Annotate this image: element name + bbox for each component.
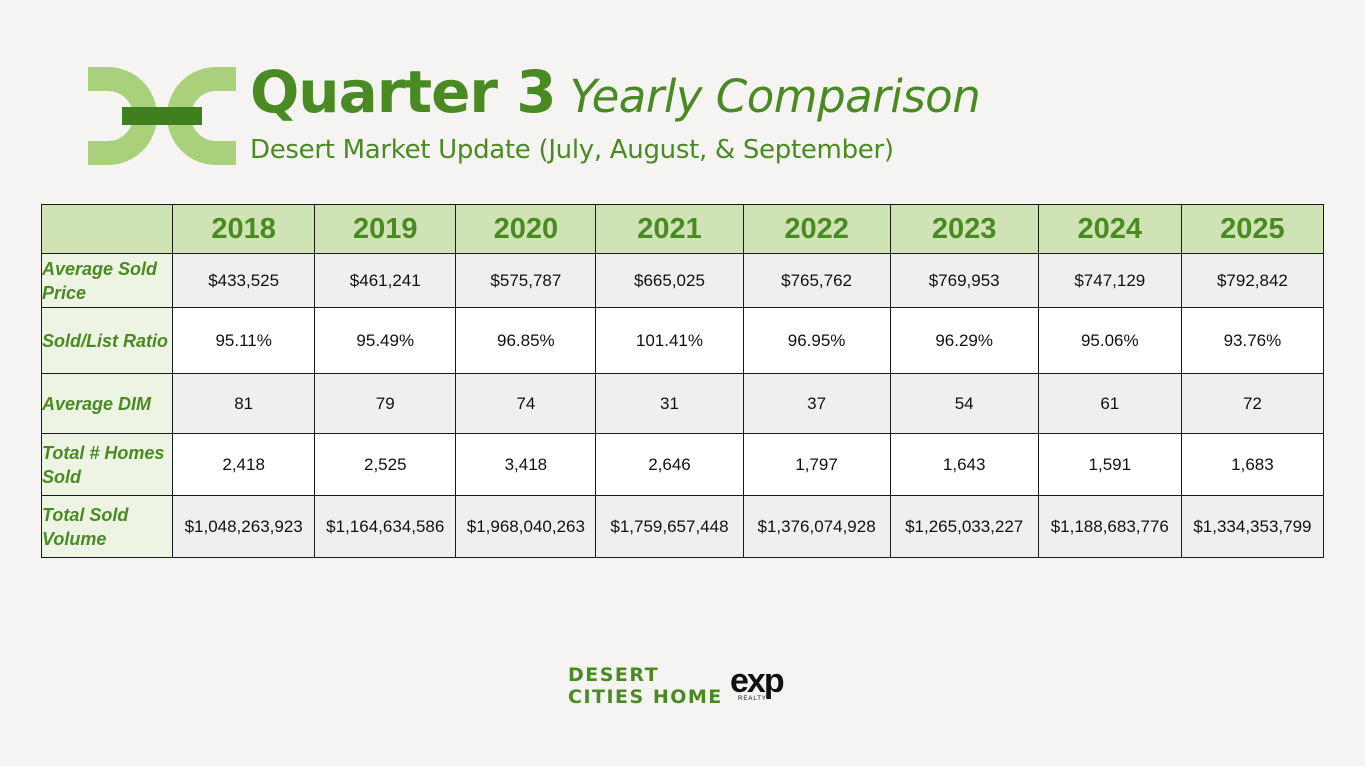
row-label: Sold/List Ratio [40,307,174,374]
row-label: Average DIM [40,373,174,434]
page-title: Quarter 3 Yearly Comparison [250,58,981,126]
table-cell: 72 [1180,373,1325,434]
table-cell: 37 [742,373,891,434]
exp-logo-text: exp [730,662,785,700]
table-cell: $1,164,634,586 [314,495,457,558]
table-cell: 95.49% [314,307,457,374]
table-cell: 95.11% [172,307,316,374]
table-cell: $1,334,353,799 [1180,495,1325,558]
table-cell: 96.29% [889,307,1039,374]
dc-monogram-logo-icon [88,67,236,165]
table-cell: 2,418 [172,433,316,496]
page-subtitle: Desert Market Update (July, August, & Se… [250,135,894,165]
header-corner-cell [40,204,174,254]
table-cell: $769,953 [889,253,1039,308]
table-cell: $461,241 [314,253,457,308]
table-cell: $1,759,657,448 [595,495,744,558]
table-cell: 74 [455,373,597,434]
brand-line-2: CITIES HOME [568,686,723,708]
table-cell: 96.95% [742,307,891,374]
table-cell: $1,265,033,227 [889,495,1039,558]
row-label: Total Sold Volume [40,495,174,558]
desert-cities-home-logo: DESERT CITIES HOME [568,664,723,708]
row-label: Average Sold Price [40,253,174,308]
table-row: Average DIM 81 79 74 31 37 54 61 72 [40,373,1325,434]
table-cell: 93.76% [1180,307,1325,374]
year-header: 2020 [455,204,597,254]
exp-logo-subtext: REALTY [738,696,767,702]
table-cell: $792,842 [1180,253,1325,308]
table-cell: 54 [889,373,1039,434]
table-cell: $1,048,263,923 [172,495,316,558]
table-cell: 1,643 [889,433,1039,496]
year-header: 2021 [595,204,744,254]
table-cell: 1,797 [742,433,891,496]
table-cell: $1,376,074,928 [742,495,891,558]
table-cell: $575,787 [455,253,597,308]
table-cell: 1,591 [1037,433,1182,496]
table-cell: 95.06% [1037,307,1182,374]
title-main: Quarter 3 [250,58,557,126]
table-row: Average Sold Price $433,525 $461,241 $57… [40,253,1325,308]
table-cell: $765,762 [742,253,891,308]
year-header: 2024 [1037,204,1182,254]
table-cell: $747,129 [1037,253,1182,308]
year-header: 2025 [1180,204,1325,254]
table-cell: 2,646 [595,433,744,496]
brand-line-1: DESERT [568,664,660,686]
table-cell: 61 [1037,373,1182,434]
row-label: Total # Homes Sold [40,433,174,496]
year-header: 2019 [314,204,457,254]
table-cell: $1,968,040,263 [455,495,597,558]
table-cell: 3,418 [455,433,597,496]
table-cell: $1,188,683,776 [1037,495,1182,558]
table-cell: 79 [314,373,457,434]
table-cell: 96.85% [455,307,597,374]
title-italic: Yearly Comparison [569,70,981,123]
year-header: 2023 [889,204,1039,254]
table-row: Total # Homes Sold 2,418 2,525 3,418 2,6… [40,433,1325,496]
year-header-row: 2018 2019 2020 2021 2022 2023 2024 2025 [40,204,1325,254]
table-cell: 1,683 [1180,433,1325,496]
year-header: 2022 [742,204,891,254]
table-cell: 81 [172,373,316,434]
table-cell: 31 [595,373,744,434]
exp-realty-logo-icon: exp REALTY [730,664,802,706]
yearly-comparison-table: 2018 2019 2020 2021 2022 2023 2024 2025 … [40,204,1325,558]
table-cell: $433,525 [172,253,316,308]
table-cell: 2,525 [314,433,457,496]
year-header: 2018 [172,204,316,254]
table-cell: 101.41% [595,307,744,374]
table-row: Total Sold Volume $1,048,263,923 $1,164,… [40,495,1325,558]
table-row: Sold/List Ratio 95.11% 95.49% 96.85% 101… [40,307,1325,374]
table-cell: $665,025 [595,253,744,308]
